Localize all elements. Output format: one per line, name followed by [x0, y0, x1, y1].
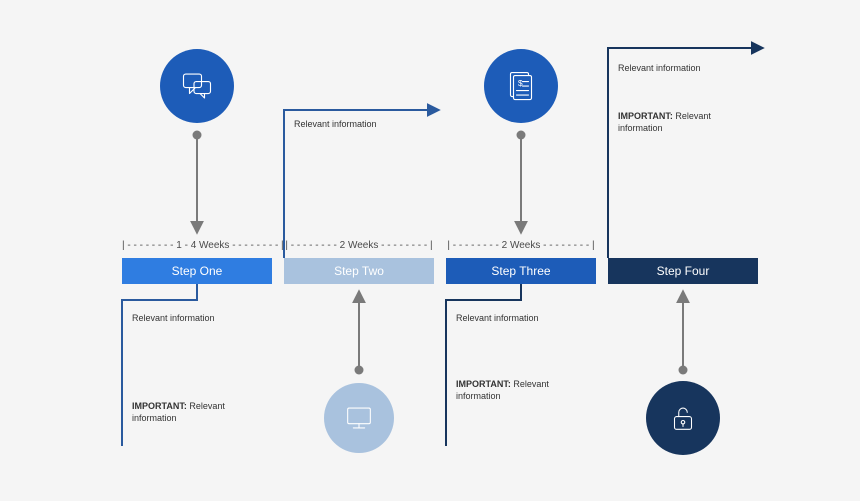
step-three-annotation-1: IMPORTANT: Relevant information — [456, 378, 586, 402]
step-box-two: Step Two — [284, 258, 434, 284]
step-four-annotation-1: IMPORTANT: Relevant information — [618, 110, 748, 134]
duration-three: | - - - - - - - - 2 Weeks - - - - - - - … — [446, 240, 596, 251]
step-box-three: Step Three — [446, 258, 596, 284]
flowchart-stage: Step One Step Two Step Three Step Four |… — [0, 0, 860, 501]
step-three-annotation-0: Relevant information — [456, 312, 539, 324]
chat-bubbles-icon — [160, 49, 234, 123]
step-one-annotation-1: IMPORTANT: Relevant information — [132, 400, 262, 424]
unlock-icon — [646, 381, 720, 455]
step-two-annotation-0: Relevant information — [294, 118, 377, 130]
step-box-one: Step One — [122, 258, 272, 284]
duration-one: | - - - - - - - - 1 - 4 Weeks - - - - - … — [122, 240, 272, 251]
step-one-annotation-0: Relevant information — [132, 312, 215, 324]
step-box-four: Step Four — [608, 258, 758, 284]
duration-two: | - - - - - - - - 2 Weeks - - - - - - - … — [284, 240, 434, 251]
step-four-annotation-0: Relevant information — [618, 62, 701, 74]
svg-text:$: $ — [518, 79, 523, 88]
monitor-icon — [324, 383, 394, 453]
invoice-icon: $ — [484, 49, 558, 123]
